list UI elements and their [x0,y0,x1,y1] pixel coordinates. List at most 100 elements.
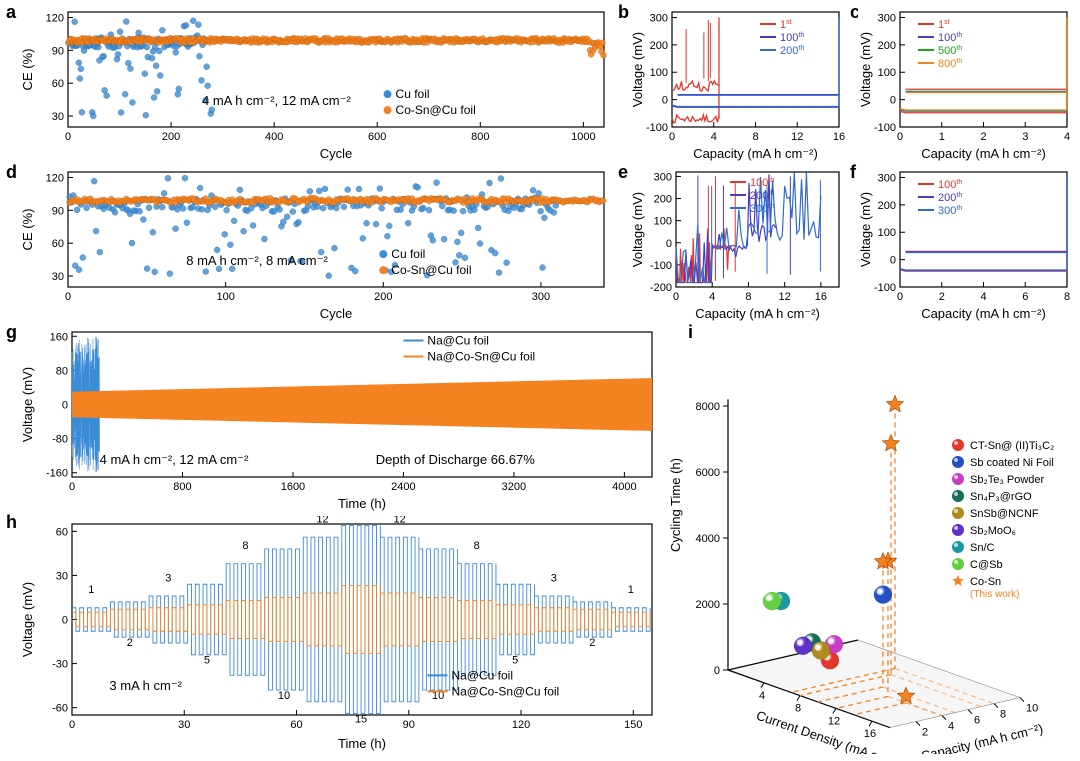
svg-text:C@Sb: C@Sb [970,559,1003,571]
svg-text:Capacity (mA h cm⁻²): Capacity (mA h cm⁻²) [695,306,820,321]
svg-text:200: 200 [654,194,672,206]
panel-g: 08001600240032004000-160-80080160Time (h… [20,326,660,511]
svg-text:12: 12 [316,516,328,526]
svg-text:2: 2 [589,637,595,649]
svg-text:120: 120 [512,719,530,731]
svg-text:2400: 2400 [391,481,415,493]
svg-text:0: 0 [69,481,75,493]
svg-text:2: 2 [127,637,133,649]
svg-text:1st: 1st [780,18,792,31]
svg-text:4: 4 [1064,131,1070,143]
svg-text:4 mA h cm⁻², 12 mA cm⁻²: 4 mA h cm⁻², 12 mA cm⁻² [100,452,249,467]
svg-text:800th: 800th [938,57,962,70]
svg-text:12: 12 [393,516,405,526]
svg-text:2000: 2000 [696,599,720,611]
svg-text:2: 2 [922,727,928,739]
svg-text:0: 0 [62,615,68,627]
svg-text:16: 16 [815,291,827,303]
svg-text:12: 12 [828,715,840,727]
svg-text:(This work): (This work) [970,589,1019,600]
svg-text:60: 60 [52,238,64,250]
svg-text:4: 4 [711,131,717,143]
svg-text:0: 0 [890,255,896,267]
svg-text:4: 4 [948,721,954,733]
svg-text:-60: -60 [52,703,68,715]
svg-text:8 mA h cm⁻², 8 mA cm⁻²: 8 mA h cm⁻², 8 mA cm⁻² [186,253,328,268]
svg-text:300: 300 [878,12,896,24]
svg-text:100th: 100th [780,31,804,44]
svg-text:Sn₄P₃@rGO: Sn₄P₃@rGO [970,491,1032,503]
svg-text:-100: -100 [646,122,668,134]
svg-text:100th: 100th [938,31,962,44]
svg-text:-100: -100 [874,122,896,134]
svg-text:Sb₂MoO₆: Sb₂MoO₆ [970,525,1016,537]
svg-text:100: 100 [654,216,672,228]
svg-text:4: 4 [709,291,715,303]
svg-text:300: 300 [650,12,668,24]
svg-text:Capacity (mA h cm⁻²): Capacity (mA h cm⁻²) [920,721,1045,754]
svg-text:1st: 1st [938,18,950,31]
svg-text:500th: 500th [938,44,962,57]
svg-text:2: 2 [939,291,945,303]
svg-text:100: 100 [216,291,234,303]
svg-text:Time (h): Time (h) [338,736,386,751]
svg-text:3 mA h cm⁻²: 3 mA h cm⁻² [109,678,182,693]
svg-text:300th: 300th [938,204,962,217]
svg-text:200: 200 [878,40,896,52]
svg-text:Capacity (mA h cm⁻²): Capacity (mA h cm⁻²) [921,306,1046,321]
label-b: b [618,2,629,23]
svg-text:-100: -100 [874,282,896,294]
svg-text:3: 3 [1022,131,1028,143]
svg-text:0: 0 [69,719,75,731]
svg-text:16: 16 [833,131,845,143]
svg-text:600: 600 [368,131,386,143]
label-a: a [6,2,16,23]
svg-text:-80: -80 [52,434,68,446]
svg-text:-30: -30 [52,659,68,671]
svg-text:Voltage (mV): Voltage (mV) [20,367,35,442]
svg-text:Cycling Time (h): Cycling Time (h) [668,458,683,552]
label-h: h [6,512,17,533]
svg-text:Capacity (mA h cm⁻²): Capacity (mA h cm⁻²) [693,146,818,161]
svg-text:100th: 100th [750,176,774,189]
svg-text:150: 150 [624,719,642,731]
svg-text:-100: -100 [650,260,672,272]
svg-text:16: 16 [864,728,876,740]
svg-text:6: 6 [974,715,980,727]
svg-text:12: 12 [791,131,803,143]
svg-text:4000: 4000 [612,481,636,493]
svg-text:Voltage (mV): Voltage (mV) [20,582,35,657]
svg-text:Cu foil: Cu foil [391,247,425,261]
svg-text:10: 10 [278,690,290,702]
svg-text:4000: 4000 [696,533,720,545]
svg-text:100th: 100th [938,178,962,191]
svg-text:Depth of Discharge 66.67%: Depth of Discharge 66.67% [376,452,535,467]
panel-e: 0481216-200-1000100200300Capacity (mA h … [630,166,845,321]
svg-text:Cycle: Cycle [320,146,353,161]
svg-text:1: 1 [88,584,94,596]
svg-text:8: 8 [474,540,480,552]
svg-text:Time (h): Time (h) [338,496,386,511]
svg-text:3200: 3200 [502,481,526,493]
svg-text:60: 60 [290,719,302,731]
svg-text:5: 5 [512,655,518,667]
svg-text:90: 90 [52,205,64,217]
svg-text:Capacity (mA h cm⁻²): Capacity (mA h cm⁻²) [921,146,1046,161]
svg-text:6000: 6000 [696,467,720,479]
svg-text:SnSb@NCNF: SnSb@NCNF [970,508,1039,520]
svg-text:12: 12 [779,291,791,303]
svg-text:800: 800 [471,131,489,143]
svg-text:30: 30 [52,111,64,123]
svg-text:200: 200 [374,291,392,303]
svg-text:CT-Sn@ (II)Ti₃C₂: CT-Sn@ (II)Ti₃C₂ [970,440,1054,452]
svg-text:0: 0 [890,95,896,107]
svg-text:CE (%): CE (%) [20,49,35,91]
svg-text:Sb coated Ni Foil: Sb coated Ni Foil [970,457,1054,469]
svg-text:160: 160 [50,331,68,343]
svg-text:3: 3 [165,572,171,584]
svg-text:Voltage (mV): Voltage (mV) [858,32,873,107]
svg-text:80: 80 [56,365,68,377]
svg-text:1: 1 [628,584,634,596]
svg-text:5: 5 [204,655,210,667]
svg-text:Co-Sn: Co-Sn [970,576,1001,588]
